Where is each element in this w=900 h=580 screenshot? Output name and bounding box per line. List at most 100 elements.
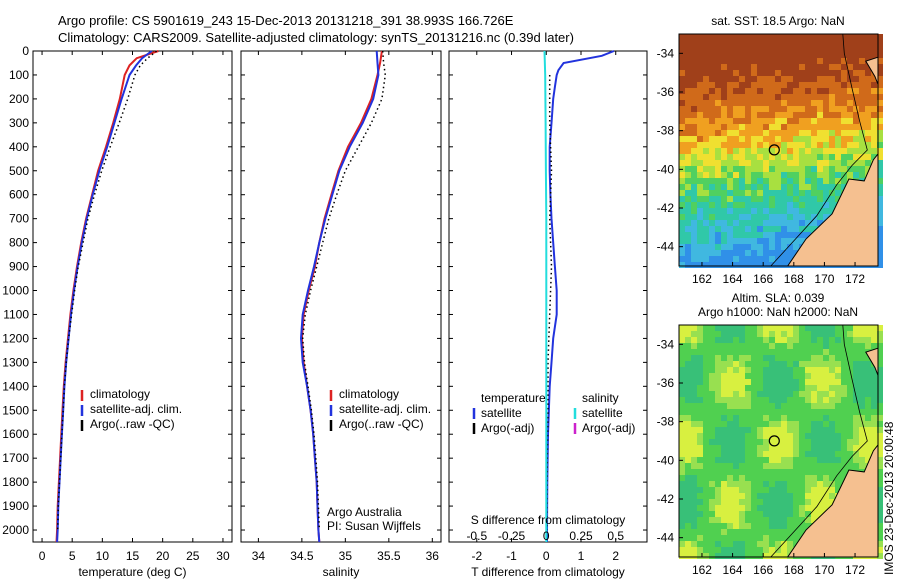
- map-cell: [859, 391, 865, 397]
- map-cell: [781, 385, 787, 391]
- map-cell: [853, 94, 859, 100]
- map-cell: [853, 427, 859, 433]
- map-cell: [811, 136, 817, 142]
- map-cell: [817, 142, 823, 148]
- map-cell: [733, 475, 739, 481]
- x-tick-label: 35.5: [377, 549, 401, 563]
- map-cell: [751, 58, 757, 64]
- map-cell: [763, 445, 769, 451]
- map-cell: [781, 511, 787, 517]
- series-line-satellite-adj-clim-: [299, 50, 380, 543]
- map-cell: [721, 160, 727, 166]
- map-cell: [715, 94, 721, 100]
- map-cell: [715, 244, 721, 250]
- map-cell: [727, 82, 733, 88]
- map-cell: [709, 325, 715, 331]
- map-cell: [775, 202, 781, 208]
- map-cell: [841, 415, 847, 421]
- map-cell: [781, 112, 787, 118]
- y-tick-label: 800: [9, 236, 29, 250]
- map-cell: [799, 232, 805, 238]
- map-cell: [853, 355, 859, 361]
- map-cell: [727, 397, 733, 403]
- map-cell: [781, 493, 787, 499]
- map-cell: [691, 64, 697, 70]
- map-cell: [715, 52, 721, 58]
- map-cell: [691, 397, 697, 403]
- map-cell: [721, 403, 727, 409]
- map-cell: [739, 373, 745, 379]
- map-cell: [745, 391, 751, 397]
- map-cell: [817, 511, 823, 517]
- map-cell: [853, 391, 859, 397]
- map-cell: [787, 337, 793, 343]
- map-cell: [757, 451, 763, 457]
- map-cell: [847, 136, 853, 142]
- map-cell: [745, 421, 751, 427]
- map-cell: [709, 76, 715, 82]
- map-cell: [793, 451, 799, 457]
- map-cell: [757, 70, 763, 76]
- map-cell: [799, 475, 805, 481]
- map-cell: [775, 154, 781, 160]
- map-cell: [703, 391, 709, 397]
- map-cell: [709, 238, 715, 244]
- map-cell: [793, 457, 799, 463]
- y-tick-label: 900: [9, 260, 29, 274]
- map-cell: [709, 553, 715, 559]
- map-cell: [817, 343, 823, 349]
- map-cell: [727, 499, 733, 505]
- map-cell: [745, 256, 751, 262]
- map-cell: [697, 220, 703, 226]
- map-cell: [703, 262, 709, 268]
- map-cell: [715, 76, 721, 82]
- map-cell: [775, 421, 781, 427]
- map-cell: [781, 118, 787, 124]
- map-cell: [775, 331, 781, 337]
- map-cell: [757, 463, 763, 469]
- map-cell: [751, 415, 757, 421]
- map-cell: [703, 226, 709, 232]
- map-cell: [811, 208, 817, 214]
- map-cell: [733, 457, 739, 463]
- map-cell: [787, 487, 793, 493]
- map-cell: [757, 529, 763, 535]
- map-cell: [805, 457, 811, 463]
- map-cell: [697, 256, 703, 262]
- x-tick-label-top: 0.25: [569, 529, 593, 543]
- map-cell: [853, 64, 859, 70]
- map-cell: [697, 226, 703, 232]
- x-tick-label: 0: [543, 549, 550, 563]
- map-cell: [865, 391, 871, 397]
- map-cell: [745, 226, 751, 232]
- map-cell: [703, 34, 709, 40]
- map-cell: [829, 331, 835, 337]
- temperature-panel: 0100200300400500600700800900100011001200…: [2, 44, 233, 579]
- map-cell: [841, 439, 847, 445]
- map-cell: [679, 373, 685, 379]
- map-cell: [763, 166, 769, 172]
- map-cell: [751, 535, 757, 541]
- map-cell: [781, 244, 787, 250]
- map-cell: [733, 178, 739, 184]
- map-cell: [781, 124, 787, 130]
- map-cell: [679, 190, 685, 196]
- map-cell: [769, 373, 775, 379]
- map-cell: [745, 481, 751, 487]
- map-cell: [757, 124, 763, 130]
- map-cell: [691, 40, 697, 46]
- map-cell: [733, 391, 739, 397]
- map-cell: [763, 493, 769, 499]
- map-cell: [781, 76, 787, 82]
- map-cell: [853, 373, 859, 379]
- map-cell: [745, 94, 751, 100]
- map-cell: [733, 409, 739, 415]
- map-cell: [829, 493, 835, 499]
- map-cell: [799, 355, 805, 361]
- map-cell: [835, 439, 841, 445]
- map-cell: [745, 403, 751, 409]
- map-cell: [817, 220, 823, 226]
- map-cell: [769, 226, 775, 232]
- map-cell: [691, 511, 697, 517]
